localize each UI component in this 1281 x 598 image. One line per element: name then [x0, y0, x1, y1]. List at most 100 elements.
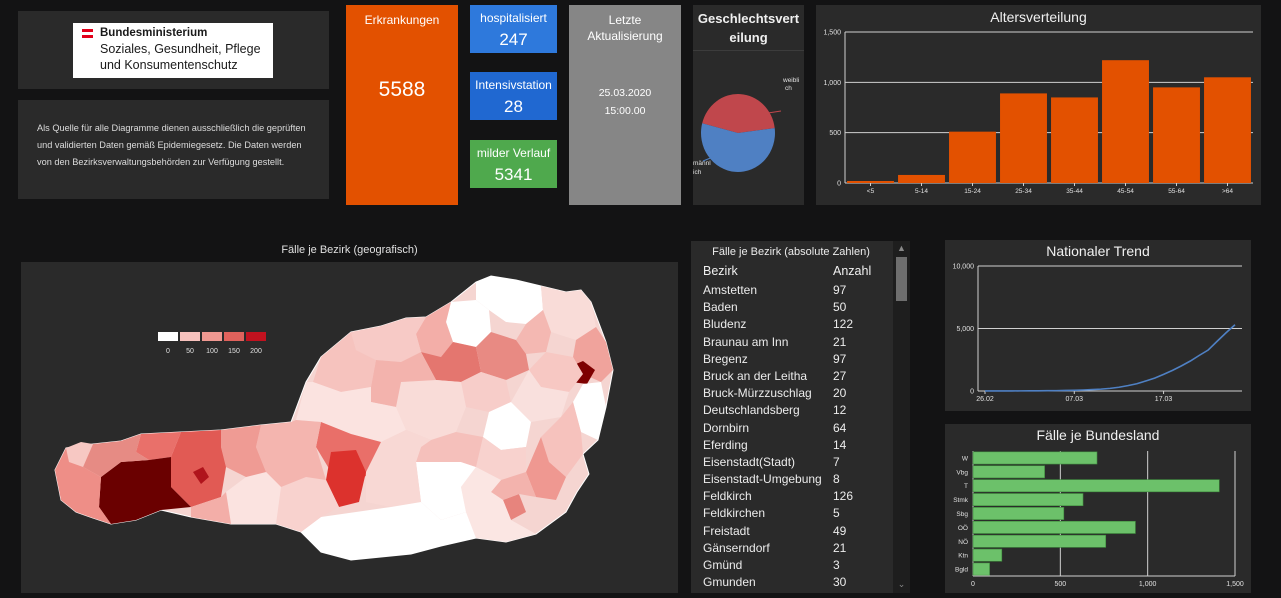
age-bar[interactable] [1153, 87, 1200, 183]
district-table-panel[interactable]: Fälle je Bezirk (absolute Zahlen) Bezirk… [691, 241, 910, 593]
district-region[interactable] [136, 432, 181, 460]
state-bar[interactable] [972, 520, 1136, 534]
age-bar[interactable] [898, 174, 945, 183]
district-region[interactable] [476, 276, 543, 324]
state-bar[interactable] [972, 548, 1003, 562]
state-bar[interactable] [972, 479, 1220, 493]
district-region[interactable] [326, 450, 366, 507]
table-row[interactable]: Bruck an der Leitha 27 [703, 368, 893, 385]
column-header-bezirk[interactable]: Bezirk [703, 264, 738, 278]
gender-chart-panel[interactable]: Geschlechtsvert eilung weibli ch männl ich [693, 5, 804, 205]
table-row[interactable]: Freistadt 49 [703, 523, 893, 540]
district-region[interactable] [491, 472, 536, 500]
age-chart-panel[interactable]: Altersverteilung 0 500 1,000 1,500 <5 5-14 15-… [816, 5, 1261, 205]
table-row[interactable]: Gänserndorf 21 [703, 540, 893, 557]
gender-pie-chart[interactable]: weibli ch männl ich [693, 55, 804, 205]
scroll-up-icon[interactable]: ▲ [897, 243, 906, 253]
scroll-down-icon[interactable]: ⌄ [897, 579, 906, 589]
pie-slice-1[interactable] [701, 123, 775, 173]
district-region[interactable] [503, 494, 526, 520]
state-bar[interactable] [972, 562, 990, 576]
state-bar[interactable] [972, 534, 1107, 548]
district-region[interactable] [191, 492, 231, 524]
state-bar[interactable] [972, 465, 1045, 479]
district-region[interactable] [573, 382, 606, 440]
table-row[interactable]: Bludenz 122 [703, 316, 893, 333]
district-region[interactable] [371, 352, 436, 407]
district-region[interactable] [226, 472, 281, 524]
district-region[interactable] [366, 430, 431, 507]
table-row[interactable]: Amstetten 97 [703, 282, 893, 299]
district-region[interactable] [396, 380, 466, 440]
district-region[interactable] [301, 502, 476, 560]
table-row[interactable]: Eisenstadt(Stadt) 7 [703, 454, 893, 471]
district-region[interactable] [483, 402, 531, 450]
age-bar[interactable] [847, 180, 894, 183]
district-region[interactable] [193, 467, 209, 484]
table-scrollbar[interactable]: ▲ ⌄ [893, 241, 910, 593]
district-region[interactable] [276, 477, 339, 532]
kpi-erkrankungen[interactable]: Erkrankungen 5588 [346, 5, 458, 205]
district-region[interactable] [221, 425, 266, 477]
kpi-hospitalisiert[interactable]: hospitalisiert 247 [470, 5, 557, 53]
table-row[interactable]: Bregenz 97 [703, 351, 893, 368]
table-row[interactable]: Bruck-Mürzzuschlag 20 [703, 385, 893, 402]
district-region[interactable] [416, 432, 483, 467]
district-map[interactable]: 0 50 100 150 200 [21, 262, 678, 593]
table-row[interactable]: Eisenstadt-Umgebung 8 [703, 471, 893, 488]
district-region[interactable] [446, 300, 491, 347]
state-bar[interactable] [972, 507, 1065, 520]
age-bar[interactable] [1051, 97, 1098, 183]
district-region[interactable] [256, 420, 326, 487]
kpi-intensivstation[interactable]: Intensivstation 28 [470, 72, 557, 120]
district-region[interactable] [416, 302, 453, 357]
district-map-panel[interactable]: 0 50 100 150 200 [21, 262, 678, 593]
district-region[interactable] [526, 437, 566, 500]
column-header-anzahl[interactable]: Anzahl [833, 264, 872, 278]
table-row[interactable]: Feldkirch 126 [703, 488, 893, 505]
district-region[interactable] [313, 332, 376, 392]
kpi-last-update[interactable]: Letzte Aktualisierung 25.03.2020 15:00.0… [569, 5, 681, 205]
district-region[interactable] [461, 372, 511, 412]
age-bar[interactable] [1102, 60, 1149, 183]
district-region[interactable] [516, 310, 551, 354]
district-region[interactable] [461, 467, 536, 542]
table-row[interactable]: Feldkirchen 5 [703, 505, 893, 522]
kpi-milder-verlauf[interactable]: milder Verlauf 5341 [470, 140, 557, 188]
district-region[interactable] [476, 332, 529, 380]
age-bar-chart[interactable]: 0 500 1,000 1,500 <5 5-14 15-24 25-34 35-44 45-54… [816, 5, 1261, 205]
pie-slice-0[interactable] [702, 94, 775, 133]
district-region[interactable] [83, 434, 149, 477]
district-region[interactable] [416, 462, 476, 520]
district-region[interactable] [55, 444, 111, 524]
district-region[interactable] [541, 402, 583, 477]
state-bar-chart[interactable]: 0 500 1,000 1,500 W Vbg T Stmk Sbg OÖ NÖ Ktn Bgld [945, 424, 1251, 593]
table-row[interactable]: Deutschlandsberg 12 [703, 402, 893, 419]
state-chart-panel[interactable]: Fälle je Bundesland 0 500 1,000 1,500 W Vbg T S… [945, 424, 1251, 593]
table-row[interactable]: Braunau am Inn 21 [703, 334, 893, 351]
table-row[interactable]: Gmunden 30 [703, 574, 893, 586]
district-region[interactable] [541, 286, 596, 340]
trend-line-chart[interactable]: 0 5,000 10,000 26.02 07.03 17.03 [945, 240, 1251, 411]
table-row[interactable]: Gmünd 3 [703, 557, 893, 574]
trend-chart-panel[interactable]: Nationaler Trend 0 5,000 10,000 26.02 07.03 1… [945, 240, 1251, 411]
district-region[interactable] [66, 442, 93, 467]
district-table-body[interactable]: Amstetten 97 Baden 50 Bludenz 122 Braunau am I… [703, 282, 893, 586]
district-region[interactable] [421, 342, 481, 382]
district-region[interactable] [351, 317, 426, 362]
district-region[interactable] [529, 352, 583, 392]
district-region[interactable] [511, 370, 569, 422]
age-bar[interactable] [1204, 77, 1251, 183]
district-region[interactable] [99, 457, 191, 524]
state-bar[interactable] [972, 493, 1084, 507]
scroll-thumb[interactable] [896, 257, 907, 301]
state-bar[interactable] [972, 451, 1098, 465]
age-bar[interactable] [1000, 93, 1047, 183]
district-region[interactable] [296, 382, 406, 442]
district-region[interactable] [171, 430, 226, 507]
age-bar[interactable] [949, 131, 996, 183]
table-row[interactable]: Baden 50 [703, 299, 893, 316]
district-region[interactable] [476, 437, 526, 480]
trend-line[interactable] [984, 324, 1236, 392]
table-row[interactable]: Eferding 14 [703, 437, 893, 454]
